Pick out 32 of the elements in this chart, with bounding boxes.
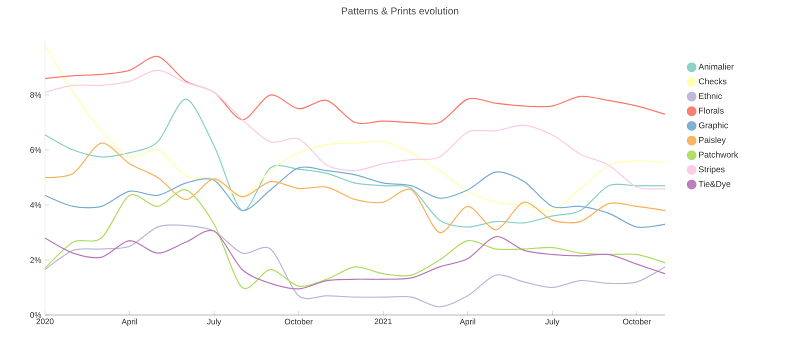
- line-series: [44, 44, 666, 212]
- y-tick-label: 0%: [30, 312, 42, 318]
- x-tick-label: October: [284, 318, 313, 324]
- legend-label: Tie&Dye: [698, 180, 730, 189]
- y-tick-label: 8%: [30, 92, 42, 98]
- x-tick-label: April: [122, 318, 138, 326]
- x-tick-label: 2021: [374, 318, 392, 324]
- x-tick-label: July: [545, 318, 560, 326]
- legend-label: Ethnic: [699, 92, 722, 100]
- legend-label: Graphic: [698, 122, 728, 130]
- legend-label: Stripes: [698, 166, 725, 174]
- line-series: [44, 98, 666, 228]
- line-series: [44, 189, 666, 290]
- x-tick-label: 2020: [36, 318, 54, 324]
- x-tick-label: October: [622, 318, 651, 324]
- chart-title: Patterns & Prints evolution: [342, 7, 458, 14]
- legend-label: Patchwork: [699, 151, 738, 158]
- legend-label: Florals: [699, 107, 724, 114]
- line-series: [44, 224, 666, 308]
- y-tick-label: 2%: [30, 257, 42, 263]
- legend-label: Animalier: [698, 63, 734, 70]
- y-tick-label: 4%: [30, 202, 42, 208]
- x-tick-label: July: [207, 318, 222, 326]
- line-series: [44, 166, 666, 228]
- y-tick-label: 6%: [30, 147, 42, 153]
- line-series: [44, 70, 666, 190]
- legend-label: Checks: [698, 78, 727, 84]
- legend-label: Paisley: [699, 136, 726, 145]
- line-series: [44, 56, 666, 124]
- x-tick-label: April: [460, 318, 476, 326]
- line-series: [44, 142, 666, 234]
- line-series: [44, 230, 666, 290]
